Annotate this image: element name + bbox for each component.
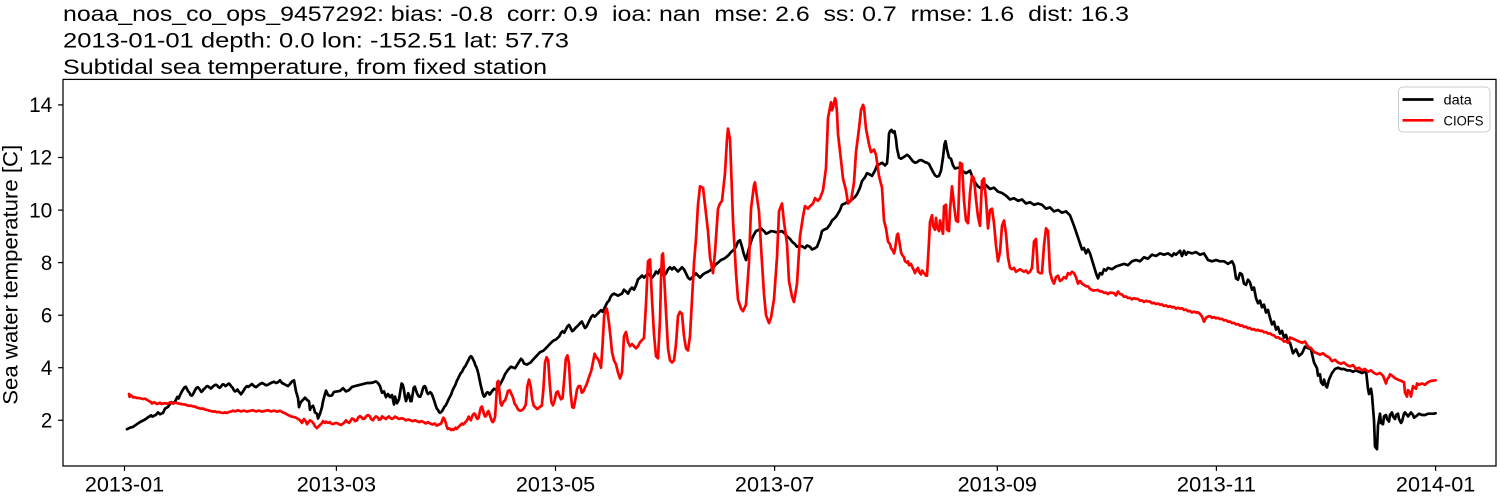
- svg-text:2013-03: 2013-03: [297, 474, 376, 497]
- svg-text:noaa_nos_co_ops_9457292: bias:: noaa_nos_co_ops_9457292: bias: -0.8 corr…: [63, 1, 1129, 26]
- svg-text:Sea water temperature [C]: Sea water temperature [C]: [0, 145, 23, 405]
- svg-text:8: 8: [41, 252, 52, 275]
- svg-text:14: 14: [29, 94, 52, 117]
- svg-text:2013-07: 2013-07: [735, 474, 814, 497]
- svg-text:2014-01: 2014-01: [1396, 474, 1475, 497]
- svg-text:6: 6: [41, 304, 52, 327]
- svg-text:12: 12: [29, 147, 52, 170]
- svg-text:2013-05: 2013-05: [516, 474, 595, 497]
- svg-text:4: 4: [41, 357, 52, 380]
- svg-text:2013-11: 2013-11: [1177, 474, 1256, 497]
- svg-text:2013-01: 2013-01: [85, 474, 164, 497]
- svg-text:2: 2: [41, 410, 52, 433]
- svg-text:2013-01-01 depth: 0.0 lon: -15: 2013-01-01 depth: 0.0 lon: -152.51 lat: …: [63, 28, 569, 53]
- svg-text:data: data: [1444, 93, 1473, 109]
- svg-text:2013-09: 2013-09: [958, 474, 1037, 497]
- svg-text:10: 10: [29, 199, 52, 222]
- svg-text:CIOFS: CIOFS: [1444, 113, 1484, 129]
- svg-text:Subtidal sea temperature, from: Subtidal sea temperature, from fixed sta…: [63, 54, 547, 79]
